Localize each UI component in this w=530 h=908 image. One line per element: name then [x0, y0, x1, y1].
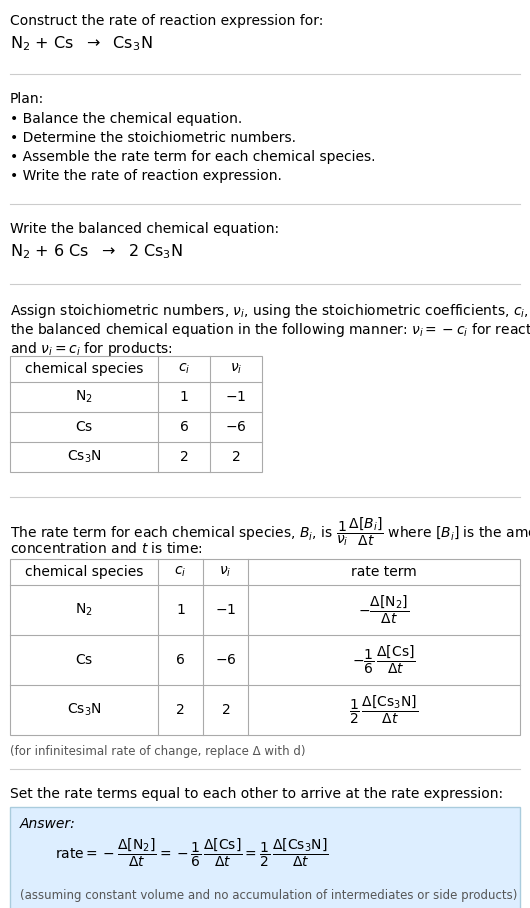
Text: rate term: rate term — [351, 565, 417, 579]
Text: (for infinitesimal rate of change, replace Δ with d): (for infinitesimal rate of change, repla… — [10, 745, 305, 758]
Text: • Determine the stoichiometric numbers.: • Determine the stoichiometric numbers. — [10, 131, 296, 145]
Text: $\mathrm{Cs_3N}$: $\mathrm{Cs_3N}$ — [67, 449, 101, 465]
Text: Write the balanced chemical equation:: Write the balanced chemical equation: — [10, 222, 279, 236]
Text: • Balance the chemical equation.: • Balance the chemical equation. — [10, 112, 242, 126]
Bar — [10, 356, 262, 472]
Text: $\nu_i$: $\nu_i$ — [230, 361, 242, 376]
Text: $-\dfrac{1}{6}\,\dfrac{\Delta[\mathrm{Cs}]}{\Delta t}$: $-\dfrac{1}{6}\,\dfrac{\Delta[\mathrm{Cs… — [352, 644, 416, 676]
Text: $-6$: $-6$ — [225, 420, 247, 434]
Text: $2$: $2$ — [221, 703, 230, 717]
Text: $-6$: $-6$ — [215, 653, 236, 667]
Text: $\mathrm{N_2}$: $\mathrm{N_2}$ — [75, 389, 93, 405]
Text: $\dfrac{1}{2}\,\dfrac{\Delta[\mathrm{Cs_3N}]}{\Delta t}$: $\dfrac{1}{2}\,\dfrac{\Delta[\mathrm{Cs_… — [349, 694, 419, 726]
Text: the balanced chemical equation in the following manner: $\nu_i = -c_i$ for react: the balanced chemical equation in the fo… — [10, 321, 530, 339]
Text: 6: 6 — [176, 653, 185, 667]
Text: chemical species: chemical species — [25, 565, 143, 579]
Text: $\mathrm{N_2}$: $\mathrm{N_2}$ — [75, 602, 93, 618]
Text: $\mathrm{N_2}$ + 6 Cs  $\rightarrow$  2 $\mathrm{Cs_3N}$: $\mathrm{N_2}$ + 6 Cs $\rightarrow$ 2 $\… — [10, 242, 183, 261]
Text: Plan:: Plan: — [10, 92, 44, 106]
Text: $\nu_i$: $\nu_i$ — [219, 565, 232, 579]
Text: • Write the rate of reaction expression.: • Write the rate of reaction expression. — [10, 169, 282, 183]
Text: 2: 2 — [176, 703, 185, 717]
Text: Set the rate terms equal to each other to arrive at the rate expression:: Set the rate terms equal to each other t… — [10, 787, 503, 801]
Text: $c_i$: $c_i$ — [178, 361, 190, 376]
Text: 2: 2 — [180, 450, 188, 464]
Text: $\mathrm{Cs_3N}$: $\mathrm{Cs_3N}$ — [67, 702, 101, 718]
Text: chemical species: chemical species — [25, 362, 143, 376]
Text: 1: 1 — [176, 603, 185, 617]
Text: • Assemble the rate term for each chemical species.: • Assemble the rate term for each chemic… — [10, 150, 375, 164]
Text: $-\dfrac{\Delta[\mathrm{N_2}]}{\Delta t}$: $-\dfrac{\Delta[\mathrm{N_2}]}{\Delta t}… — [358, 594, 410, 627]
Text: (assuming constant volume and no accumulation of intermediates or side products): (assuming constant volume and no accumul… — [20, 889, 517, 902]
Text: $\mathrm{Cs}$: $\mathrm{Cs}$ — [75, 653, 93, 667]
Text: Assign stoichiometric numbers, $\nu_i$, using the stoichiometric coefficients, $: Assign stoichiometric numbers, $\nu_i$, … — [10, 302, 530, 320]
Text: concentration and $t$ is time:: concentration and $t$ is time: — [10, 541, 202, 556]
Text: $2$: $2$ — [231, 450, 241, 464]
Text: and $\nu_i = c_i$ for products:: and $\nu_i = c_i$ for products: — [10, 340, 173, 358]
Text: $-1$: $-1$ — [225, 390, 246, 404]
Text: $\mathrm{N_2}$ + Cs  $\rightarrow$  $\mathrm{Cs_3N}$: $\mathrm{N_2}$ + Cs $\rightarrow$ $\math… — [10, 34, 153, 53]
Text: 1: 1 — [180, 390, 189, 404]
Text: $-1$: $-1$ — [215, 603, 236, 617]
Text: The rate term for each chemical species, $B_i$, is $\dfrac{1}{\nu_i}\dfrac{\Delt: The rate term for each chemical species,… — [10, 515, 530, 548]
Bar — [10, 559, 520, 735]
Text: $c_i$: $c_i$ — [174, 565, 187, 579]
Bar — [10, 807, 520, 908]
Text: Answer:: Answer: — [20, 817, 76, 831]
Text: $\mathrm{rate} = -\dfrac{\Delta[\mathrm{N_2}]}{\Delta t} = -\dfrac{1}{6}\,\dfrac: $\mathrm{rate} = -\dfrac{\Delta[\mathrm{… — [55, 837, 329, 869]
Text: Construct the rate of reaction expression for:: Construct the rate of reaction expressio… — [10, 14, 323, 28]
Text: 6: 6 — [180, 420, 189, 434]
Text: $\mathrm{Cs}$: $\mathrm{Cs}$ — [75, 420, 93, 434]
